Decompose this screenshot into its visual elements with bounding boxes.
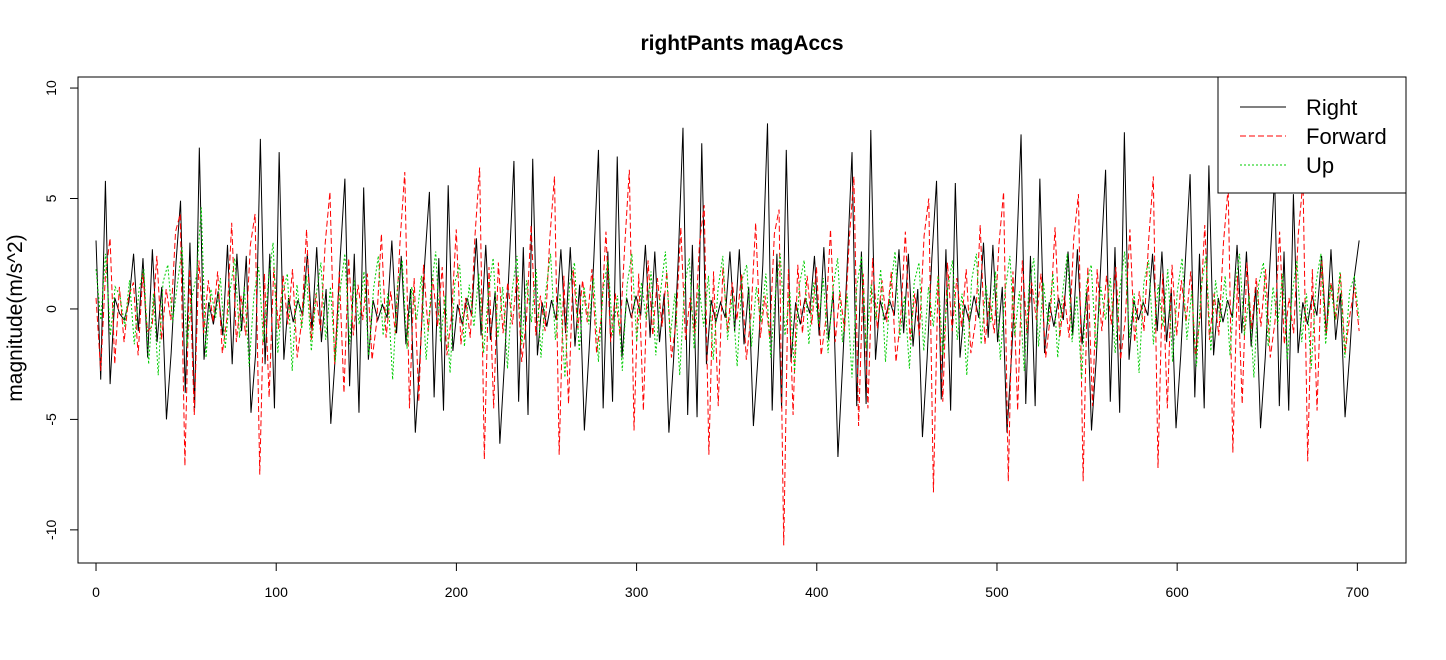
y-tick-label: 5 <box>43 194 59 202</box>
legend-label-forward: Forward <box>1306 124 1387 149</box>
y-tick-label: 0 <box>43 305 59 313</box>
axes: 0 100 200 300 400 500 600 700 -10 -5 0 5 10 <box>43 80 1369 600</box>
x-tick-label: 300 <box>625 584 649 600</box>
x-tick-label: 0 <box>92 584 100 600</box>
plot-frame <box>77 76 1407 564</box>
y-tick-label: -5 <box>43 413 59 426</box>
legend: Right Forward Up <box>1217 76 1407 194</box>
legend-label-up: Up <box>1306 153 1334 178</box>
legend-box <box>1217 76 1407 194</box>
series-line-up <box>95 207 1360 380</box>
y-axis-label: magnitude(m/s^2) <box>4 234 27 401</box>
x-tick-label: 100 <box>265 584 289 600</box>
y-tick-label: -10 <box>43 520 59 540</box>
series-layer <box>95 123 1360 546</box>
x-tick-label: 700 <box>1346 584 1370 600</box>
chart-title: rightPants magAccs <box>640 32 843 55</box>
series-line-forward <box>95 167 1360 546</box>
x-tick-label: 600 <box>1165 584 1189 600</box>
x-tick-label: 400 <box>805 584 829 600</box>
x-tick-label: 500 <box>985 584 1009 600</box>
series-line-right <box>95 123 1360 457</box>
x-tick-label: 200 <box>445 584 469 600</box>
legend-label-right: Right <box>1306 95 1357 120</box>
y-tick-label: 10 <box>43 80 59 96</box>
